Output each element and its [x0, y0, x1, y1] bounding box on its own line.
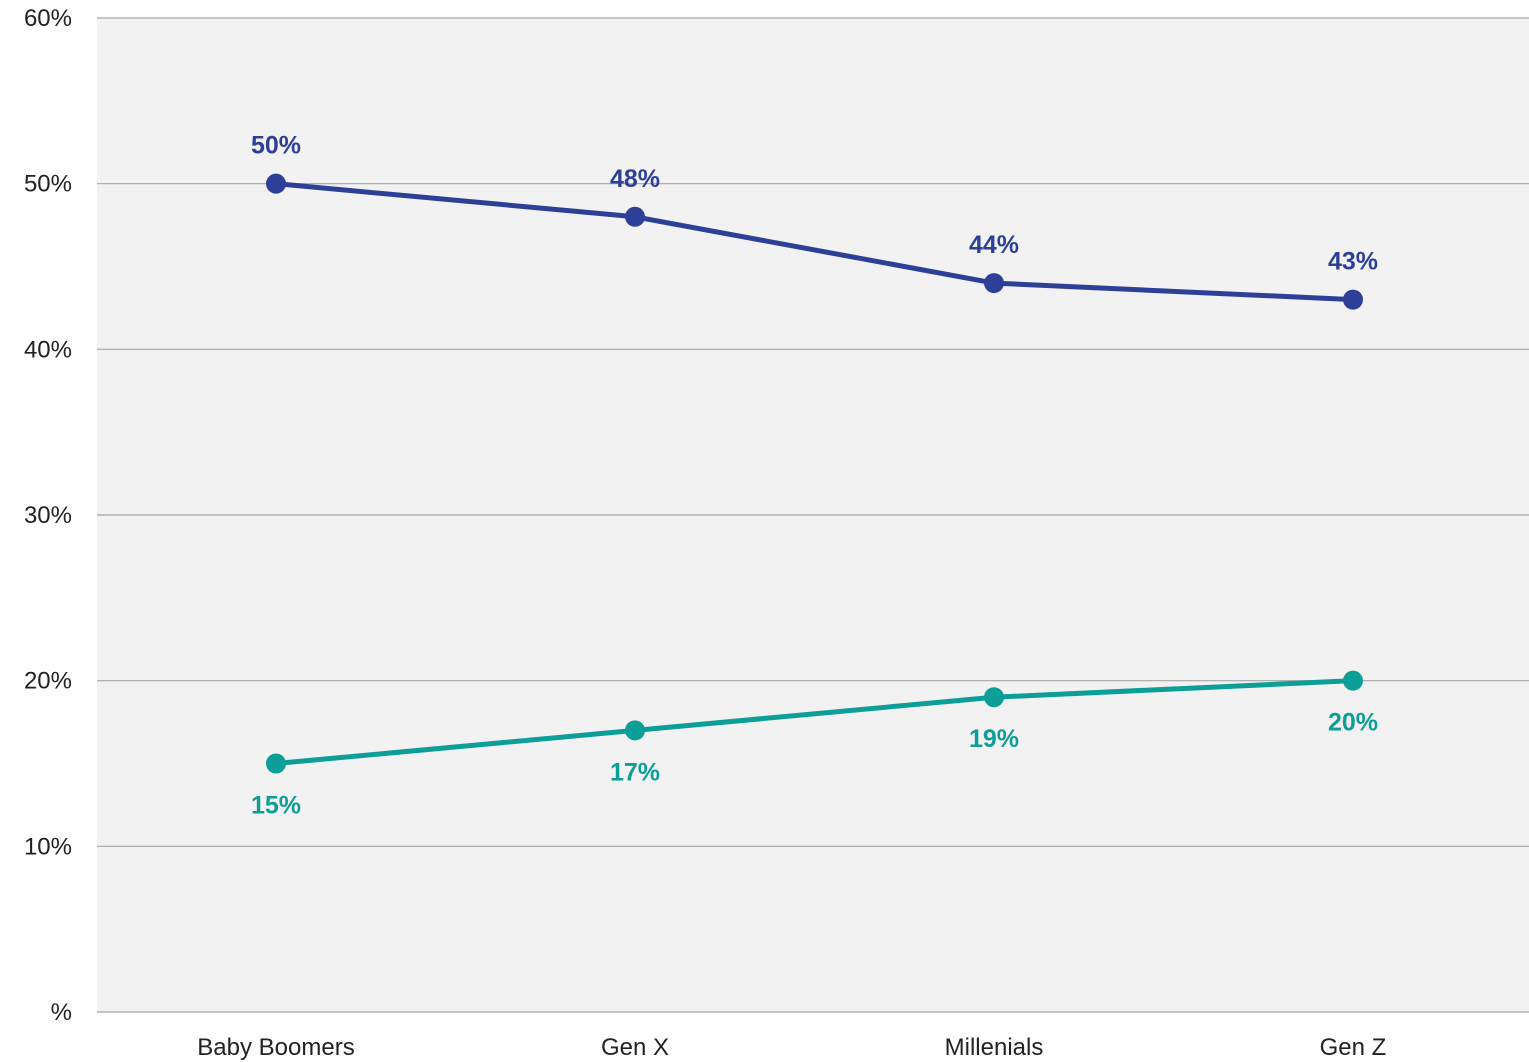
series-2-data-label: 20% — [1328, 709, 1378, 737]
series-1-point — [625, 206, 645, 227]
series-1-data-label: 44% — [969, 231, 1019, 259]
y-tick-label: 20% — [24, 668, 72, 695]
series-1-line — [273, 181, 1356, 303]
y-tick-label: % — [51, 999, 72, 1026]
series-1-data-label: 48% — [610, 165, 660, 193]
x-tick-label: Gen Z — [1320, 1034, 1387, 1061]
x-tick-label: Baby Boomers — [197, 1034, 354, 1061]
series-2-point — [625, 720, 645, 741]
y-tick-label: 40% — [24, 336, 72, 363]
x-tick-label: Gen X — [601, 1034, 669, 1061]
series-2-data-label: 19% — [969, 725, 1019, 753]
series-2-point — [266, 753, 286, 774]
series-1-data-label: 43% — [1328, 248, 1378, 276]
x-tick-label: Millenials — [945, 1034, 1044, 1061]
series-2-point — [984, 687, 1004, 708]
series-1-point — [266, 173, 286, 194]
y-tick-label: 30% — [24, 502, 72, 529]
series-2-data-label: 17% — [610, 758, 660, 786]
y-tick-label: 10% — [24, 833, 72, 860]
series-1-point — [1343, 289, 1363, 310]
series-1-point — [984, 273, 1004, 294]
y-tick-label: 60% — [24, 5, 72, 32]
series-2-line — [273, 678, 1356, 766]
series-1-data-label: 50% — [251, 132, 301, 160]
series-2-data-label: 15% — [251, 792, 301, 820]
series-2-point — [1343, 670, 1363, 691]
y-tick-label: 50% — [24, 171, 72, 198]
